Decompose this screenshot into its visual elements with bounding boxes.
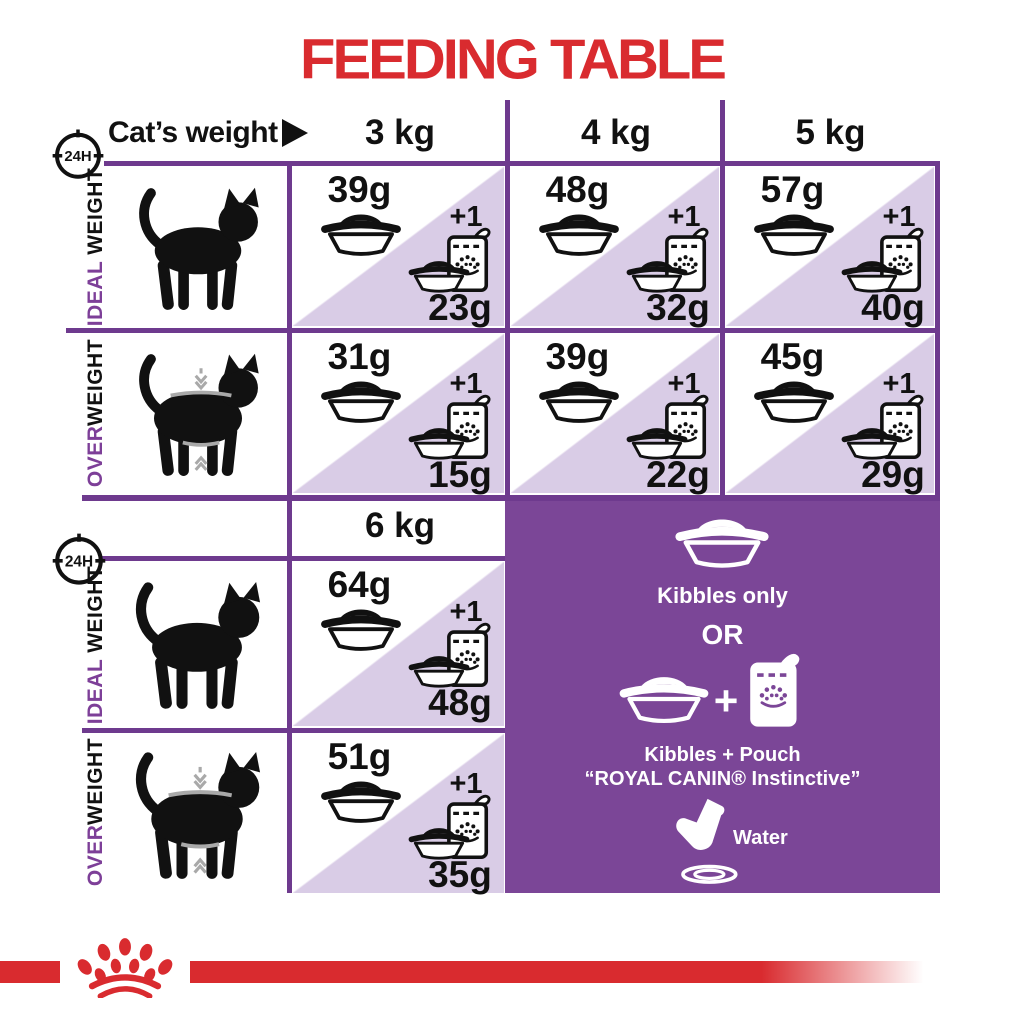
column-header-3kg: 3 kg: [364, 113, 436, 152]
bowl-icon: [319, 209, 403, 259]
column-header-4kg: 4 kg: [580, 113, 652, 152]
grid-line: [287, 161, 292, 500]
grid-line: [287, 500, 292, 893]
feeding-cell: 39g +1 23g: [293, 167, 504, 328]
feeding-cell: 57g +1 40g: [726, 167, 934, 328]
svg-text:24H: 24H: [65, 553, 93, 570]
kibbles-plus-pouch-amount: 22g: [646, 454, 710, 495]
bottom-red-bar: [0, 961, 952, 983]
feeding-cell: 39g +1 22g: [511, 334, 719, 495]
grid-line: [66, 328, 940, 333]
row-label-ideal-weight: IDEAL WEIGHT: [84, 565, 107, 725]
kibbles-plus-pouch-amount: 48g: [428, 682, 492, 723]
kibbles-only-amount: 64g: [327, 564, 392, 605]
row-label-overweight: OVERWEIGHT: [84, 737, 107, 887]
water-label: Water: [733, 827, 788, 849]
pouch-icon: [749, 653, 801, 728]
bowl-icon: [752, 376, 836, 426]
legend-panel: Kibbles only OR + Kibbles + Pouch “ROYAL…: [505, 501, 940, 893]
plus-sign: +: [713, 677, 739, 724]
bowl-icon: [319, 604, 403, 654]
kibbles-pouch-label-line1: Kibbles + Pouch: [644, 744, 801, 766]
grid-line: [505, 100, 510, 500]
kibbles-only-amount: 51g: [327, 736, 392, 777]
feeding-cell: 48g +1 32g: [511, 167, 719, 328]
arrow-right-icon: [282, 119, 308, 147]
bowl-icon: [537, 376, 621, 426]
grid-line: [935, 161, 940, 500]
bowl-icon: [319, 776, 403, 826]
bowl-icon: [752, 209, 836, 259]
page-title: FEEDING TABLE: [300, 27, 727, 92]
cat-ideal-icon: [118, 578, 276, 712]
cats-weight-label: Cat’s weight: [108, 116, 278, 149]
row-label-ideal-weight: IDEAL WEIGHT: [84, 167, 107, 327]
kibbles-only-amount: 45g: [760, 336, 825, 377]
kibbles-only-label: Kibbles only: [657, 583, 788, 608]
cat-ideal-icon: [122, 184, 274, 313]
grid-line: [82, 728, 508, 733]
plus-one-pouch-label: +1: [667, 368, 701, 400]
plus-one-pouch-label: +1: [882, 368, 916, 400]
kibbles-only-amount: 31g: [327, 336, 392, 377]
clock-24h-icon: 24H: [50, 530, 108, 588]
grid-line: [82, 495, 940, 501]
feeding-cell: 51g +1 35g: [293, 734, 504, 895]
feeding-cell: 45g +1 29g: [726, 334, 934, 495]
kibbles-plus-pouch-amount: 29g: [861, 454, 925, 495]
kibbles-only-amount: 39g: [545, 336, 610, 377]
plus-one-pouch-label: +1: [449, 368, 483, 400]
grid-line: [104, 161, 940, 166]
feeding-cell: 31g +1 15g: [293, 334, 504, 495]
cat-overweight-icon: [122, 350, 274, 479]
crown-logo: [70, 934, 180, 998]
kibbles-plus-pouch-amount: 40g: [861, 287, 925, 328]
column-header-6kg: 6 kg: [364, 506, 436, 545]
plus-one-pouch-label: +1: [449, 596, 483, 628]
kibbles-plus-pouch-amount: 23g: [428, 287, 492, 328]
row-label-overweight: OVERWEIGHT: [84, 338, 107, 488]
plus-one-pouch-label: +1: [882, 201, 916, 233]
bowl-icon: [319, 376, 403, 426]
kibbles-only-amount: 57g: [760, 169, 825, 210]
kibbles-only-amount: 48g: [545, 169, 610, 210]
bowl-icon: [617, 671, 711, 727]
kibbles-plus-pouch-amount: 35g: [428, 854, 492, 895]
plus-one-pouch-label: +1: [667, 201, 701, 233]
kibbles-pouch-label-line2: “ROYAL CANIN® Instinctive”: [584, 768, 861, 790]
bowl-icon: [537, 209, 621, 259]
plus-one-pouch-label: +1: [449, 201, 483, 233]
clock-24h-icon: 24H: [50, 126, 106, 182]
bowl-icon: [673, 513, 771, 572]
cat-overweight-icon: [118, 748, 276, 882]
plus-one-pouch-label: +1: [449, 768, 483, 800]
feeding-cell: 64g +1 48g: [293, 562, 504, 726]
or-label: OR: [701, 619, 744, 650]
kibbles-only-amount: 39g: [327, 169, 392, 210]
svg-text:24H: 24H: [64, 149, 91, 165]
kibbles-plus-pouch-amount: 32g: [646, 287, 710, 328]
grid-line: [720, 100, 725, 500]
grid-line: [98, 556, 508, 561]
kibbles-plus-pouch-amount: 15g: [428, 454, 492, 495]
column-header-5kg: 5 kg: [795, 113, 866, 152]
